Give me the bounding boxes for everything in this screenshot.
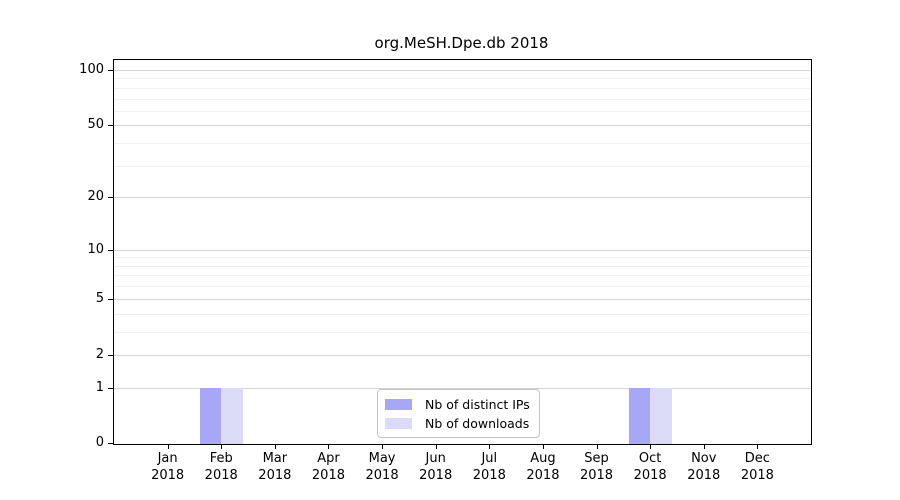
legend-label-downloads: Nb of downloads [425,415,530,431]
y-tick-label: 0 [95,435,104,450]
x-tick-label-may: May 2018 [352,450,412,484]
y-gridline-major [114,125,811,127]
legend-item-distinct-ips: Nb of distinct IPs [385,396,530,412]
x-tick-label-sep: Sep 2018 [567,450,627,484]
x-tick-year: 2018 [204,468,238,483]
x-tick-year: 2018 [633,468,667,483]
x-tick-month: Mar [262,451,288,466]
y-tick-label: 10 [87,241,104,257]
x-tick-label-apr: Apr 2018 [298,450,358,484]
y-gridline-major [114,354,811,356]
y-gridline-minor [114,331,811,333]
x-tick-year: 2018 [472,468,506,483]
y-tick-mark [108,298,113,300]
x-tick-label-dec: Dec 2018 [727,450,787,484]
y-gridline-major [114,298,811,300]
x-tick-month: Feb [209,451,233,466]
x-tick-label-feb: Feb 2018 [191,450,251,484]
y-tick-mark [108,197,113,199]
x-tick-mark [489,445,491,449]
x-tick-month: Dec [744,451,770,466]
x-tick-month: Jan [157,451,178,466]
bar-distinct-ips-oct [628,387,651,444]
chart-title: org.MeSH.Dpe.db 2018 [374,34,549,52]
x-tick-label-jan: Jan 2018 [138,450,198,484]
x-tick-label-aug: Aug 2018 [513,450,573,484]
y-tick-mark [108,125,113,127]
x-tick-label-jul: Jul 2018 [459,450,519,484]
y-gridline-minor [114,98,811,100]
legend-swatch-distinct-ips-icon [385,398,412,410]
x-tick-mark [703,445,705,449]
y-gridline-minor [114,110,811,112]
y-gridline-minor [114,87,811,89]
x-tick-mark [435,445,437,449]
x-tick-label-nov: Nov 2018 [674,450,734,484]
y-tick-mark [108,249,113,251]
x-tick-mark [382,445,384,449]
y-gridline-major [114,70,811,71]
bar-downloads-feb [221,387,243,444]
x-tick-year: 2018 [740,468,774,483]
y-tick-label: 50 [87,117,104,133]
y-gridline-minor [114,257,811,259]
x-tick-month: May [368,451,396,466]
plot-area [113,59,812,445]
x-tick-mark [757,445,759,449]
x-tick-year: 2018 [365,468,399,483]
x-tick-year: 2018 [311,468,345,483]
y-gridline-minor [114,165,811,167]
y-tick-label: 20 [87,189,104,205]
legend-label-distinct-ips: Nb of distinct IPs [425,396,530,412]
x-tick-mark [221,445,223,449]
legend-item-downloads: Nb of downloads [385,415,530,431]
y-gridline-major [114,387,811,389]
y-tick-label: 2 [95,346,104,362]
y-gridline-minor [114,286,811,288]
x-tick-month: Aug [530,451,556,466]
x-tick-year: 2018 [526,468,560,483]
x-tick-month: Nov [691,451,717,466]
x-tick-year: 2018 [151,468,185,483]
x-tick-month: Jun [425,451,446,466]
x-tick-mark [596,445,598,449]
x-tick-mark [167,445,169,449]
y-tick-mark [108,70,113,71]
bar-distinct-ips-feb [199,387,222,444]
x-tick-mark [274,445,276,449]
y-tick-mark [108,354,113,356]
x-tick-mark [328,445,330,449]
y-gridline-minor [114,265,811,267]
x-tick-year: 2018 [419,468,453,483]
y-gridline-minor [114,275,811,277]
x-tick-month: Apr [317,451,340,466]
legend: Nb of distinct IPs Nb of downloads [377,389,540,438]
x-tick-label-jun: Jun 2018 [406,450,466,484]
x-tick-year: 2018 [579,468,614,483]
x-tick-month: Sep [584,451,609,466]
y-tick-label: 5 [95,290,104,306]
y-gridline-major [114,249,811,251]
x-tick-mark [542,445,544,449]
y-gridline-major [114,197,811,199]
x-tick-mark [650,445,652,449]
x-tick-month: Jul [481,451,498,466]
x-tick-month: Oct [638,451,662,466]
y-gridline-minor [114,313,811,315]
y-gridline-minor [114,78,811,80]
x-tick-label-oct: Oct 2018 [620,450,680,484]
y-tick-label: 1 [95,379,104,395]
x-tick-year: 2018 [687,468,721,483]
y-tick-mark [108,387,113,389]
y-tick-label: 100 [79,62,104,77]
legend-swatch-downloads-icon [385,417,412,429]
x-tick-year: 2018 [258,468,292,483]
y-gridline-minor [114,143,811,145]
x-tick-label-mar: Mar 2018 [245,450,305,484]
y-tick-mark [108,443,113,444]
bar-downloads-oct [650,387,672,444]
